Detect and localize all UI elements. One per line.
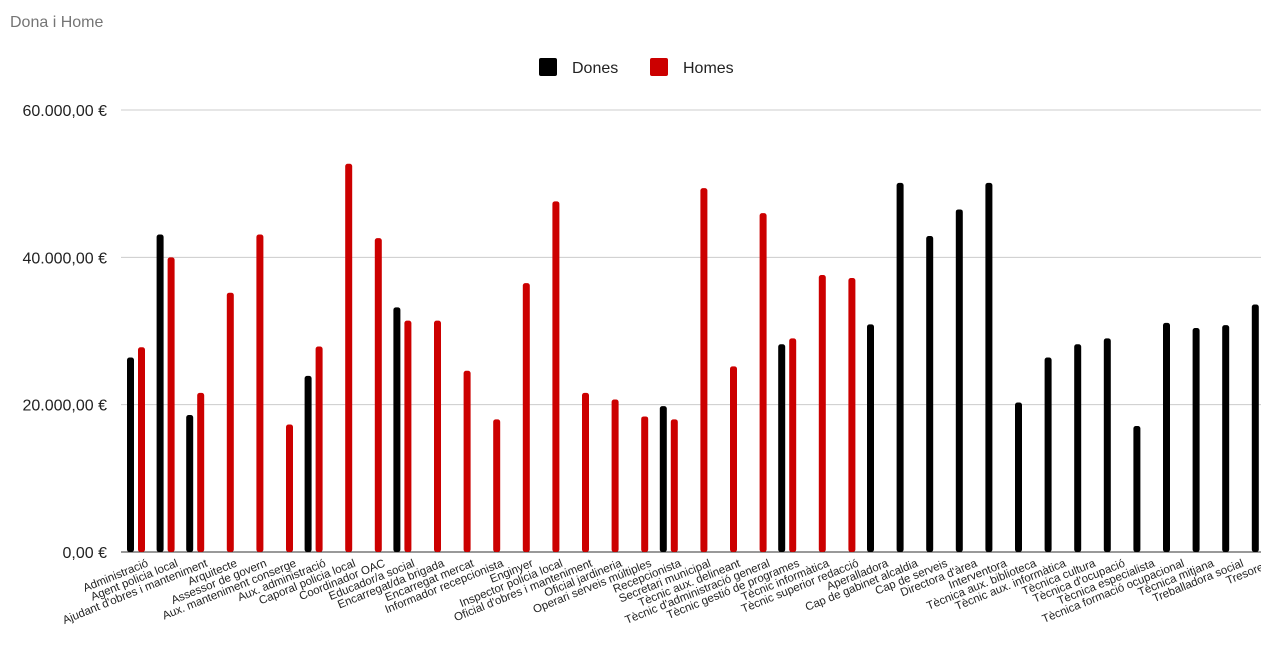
bar-homes-7 [345,163,353,552]
bar-dones-26 [896,182,904,552]
bar-dones-2 [186,414,194,552]
bar-dones-0 [127,357,134,552]
y-tick-label: 40.000,00 € [22,250,107,267]
bar-homes-13 [522,283,530,552]
bar-homes-15 [582,392,589,552]
bar-homes-1 [167,257,175,552]
chart-title: Dona i Home [10,14,104,31]
bar-homes-21 [759,213,767,552]
bar-dones-27 [926,235,934,552]
legend[interactable]: Dones Homes [539,58,734,77]
bar-dones-32 [1074,344,1082,552]
bar-homes-8 [374,238,382,552]
bar-homes-17 [641,416,649,552]
bar-homes-18 [670,419,678,552]
bar-homes-3 [226,292,234,552]
bar-homes-6 [315,346,323,552]
legend-swatch-homes[interactable] [650,58,668,76]
bar-homes-24 [848,277,856,552]
bar-homes-4 [256,234,264,552]
y-tick-label: 20.000,00 € [22,398,107,415]
bar-homes-10 [434,320,441,552]
bar-dones-25 [867,324,874,552]
bar-dones-6 [304,375,312,552]
bar-homes-5 [286,424,293,552]
bar-dones-28 [955,209,963,552]
legend-label-homes[interactable]: Homes [683,60,734,77]
bar-dones-35 [1163,322,1170,552]
bar-dones-18 [659,406,667,552]
bar-homes-23 [818,275,826,552]
bar-dones-34 [1133,426,1141,552]
y-tick-label: 0,00 € [63,545,108,562]
bar-homes-12 [493,419,501,552]
bar-dones-37 [1222,325,1230,552]
y-tick-label: 60.000,00 € [22,103,107,120]
bar-dones-38 [1251,304,1259,552]
bar-dones-30 [1015,402,1022,552]
bar-homes-16 [611,399,619,552]
bar-homes-20 [730,366,737,552]
legend-label-dones[interactable]: Dones [572,60,618,77]
bar-dones-1 [156,234,164,552]
bars [127,163,1259,552]
legend-swatch-dones[interactable] [539,58,557,76]
bar-homes-19 [700,188,708,552]
bar-homes-2 [197,392,205,552]
bar-dones-31 [1044,357,1052,552]
bar-homes-9 [404,320,412,552]
bar-dones-33 [1103,338,1111,552]
bar-dones-29 [985,182,993,552]
bar-homes-22 [789,338,797,552]
bar-homes-0 [138,347,145,552]
bar-dones-9 [393,307,401,552]
y-axis-ticks: 0,00 € 20.000,00 € 40.000,00 € 60.000,00 € [22,103,107,562]
bar-homes-14 [552,201,560,552]
bar-homes-11 [463,370,471,552]
bar-dones-36 [1192,328,1200,552]
bar-dones-22 [778,344,786,552]
